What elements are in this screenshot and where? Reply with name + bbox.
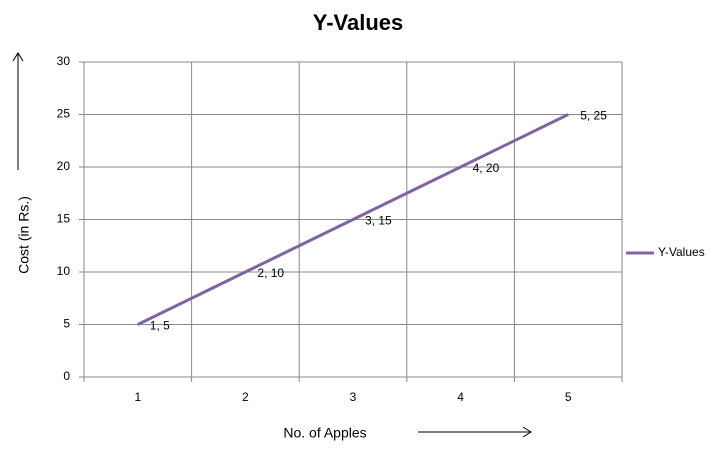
x-axis-title: No. of Apples [283,425,366,441]
x-tick-label: 1 [134,390,141,404]
legend-label: Y-Values [658,245,705,259]
x-tick-label: 5 [565,390,572,404]
y-tick-label: 5 [63,317,70,331]
data-label: 1, 5 [150,319,170,333]
data-label: 4, 20 [473,161,500,175]
y-arrow-head [12,52,24,62]
y-tick-label: 15 [57,212,71,226]
y-tick-label: 30 [57,54,71,68]
y-axis-title: Cost (in Rs.) [16,196,32,274]
data-label: 2, 10 [257,266,284,280]
x-tick-label: 2 [242,390,249,404]
data-label: 5, 25 [580,109,607,123]
y-tick-label: 25 [57,107,71,121]
series-line [137,113,569,326]
y-tick-label: 0 [63,369,70,383]
x-tick-label: 3 [350,390,357,404]
axis-arrows [12,52,532,438]
x-arrow-head [522,426,532,438]
y-tick-label: 10 [57,264,71,278]
x-tick-label: 4 [457,390,464,404]
y-tick-label: 20 [57,159,71,173]
data-label: 3, 15 [365,214,392,228]
chart-title: Y-Values [313,10,404,35]
